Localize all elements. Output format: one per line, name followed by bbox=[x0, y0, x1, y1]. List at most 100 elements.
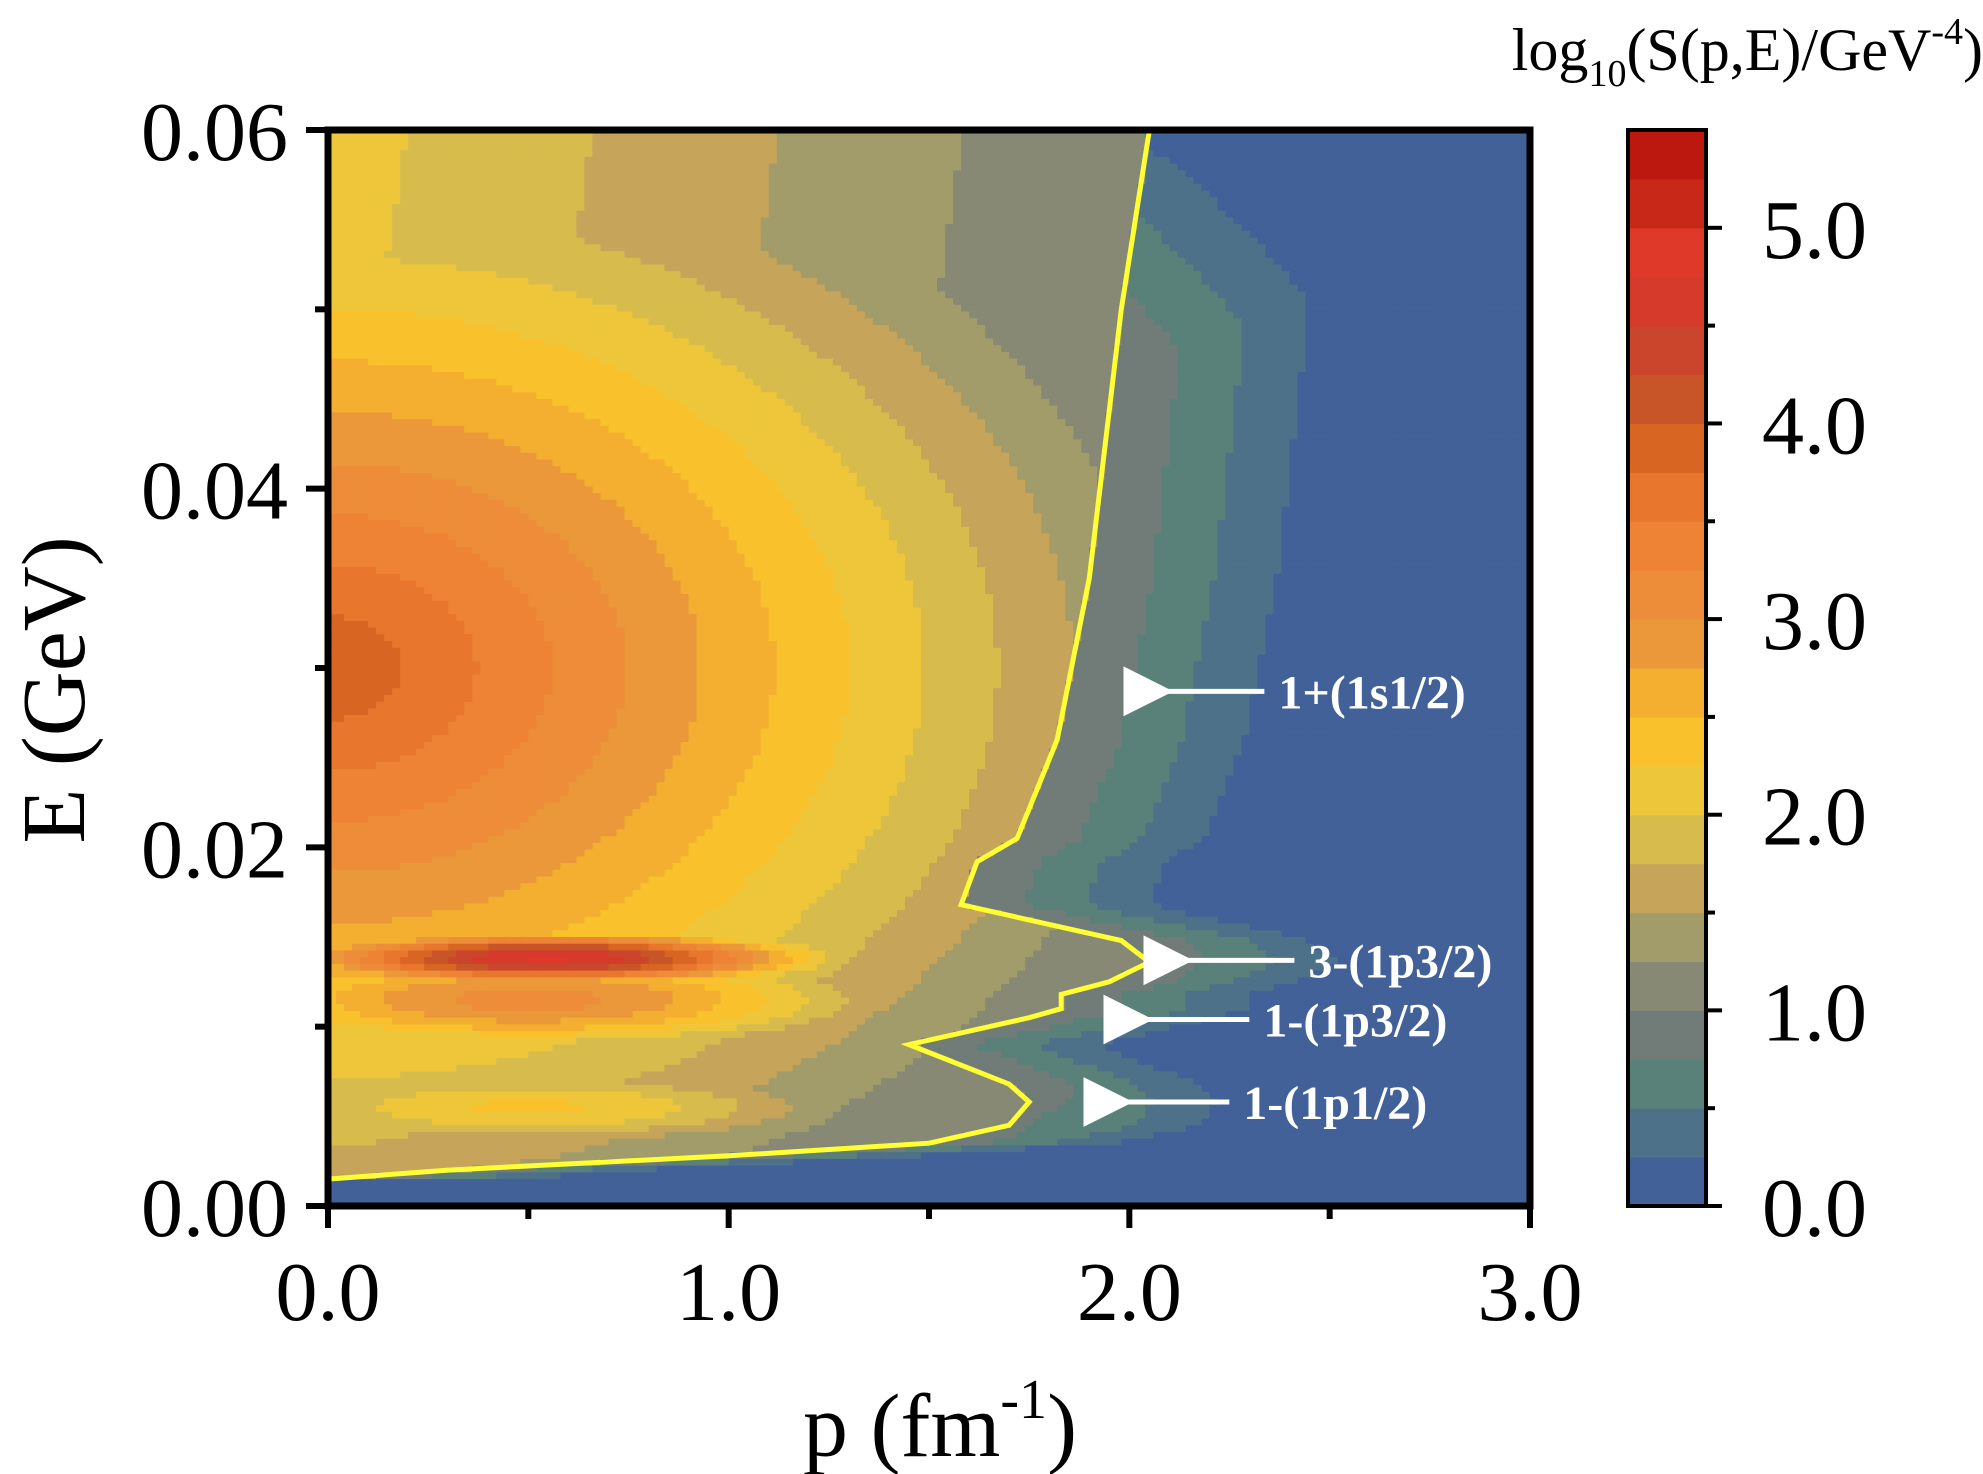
heatmap-cell bbox=[833, 177, 842, 185]
heatmap-cell bbox=[424, 265, 433, 273]
heatmap-cell bbox=[448, 271, 457, 279]
heatmap-cell bbox=[841, 271, 850, 279]
heatmap-cell bbox=[913, 211, 922, 219]
heatmap-cell bbox=[1274, 224, 1283, 232]
heatmap-cell bbox=[528, 345, 537, 353]
heatmap-cell bbox=[1049, 318, 1058, 326]
heatmap-cell bbox=[1217, 305, 1226, 313]
heatmap-cell bbox=[504, 157, 513, 165]
heatmap-cell bbox=[424, 338, 433, 346]
heatmap-cell bbox=[560, 312, 569, 320]
heatmap-cell bbox=[1402, 211, 1411, 219]
heatmap-cell bbox=[1161, 318, 1170, 326]
heatmap-cell bbox=[1057, 332, 1066, 340]
heatmap-cell bbox=[1129, 164, 1138, 172]
heatmap-cell bbox=[1482, 271, 1491, 279]
heatmap-cell bbox=[1506, 164, 1515, 172]
heatmap-cell bbox=[1322, 332, 1331, 340]
heatmap-cell bbox=[1394, 338, 1403, 346]
heatmap-cell bbox=[600, 224, 609, 232]
heatmap-cell bbox=[496, 164, 505, 172]
heatmap-cell bbox=[1025, 197, 1034, 205]
heatmap-cell bbox=[1266, 224, 1275, 232]
heatmap-cell bbox=[1009, 177, 1018, 185]
heatmap-cell bbox=[1217, 211, 1226, 219]
heatmap-cell bbox=[336, 312, 345, 320]
heatmap-cell bbox=[616, 197, 625, 205]
heatmap-cell bbox=[1225, 238, 1234, 246]
heatmap-cell bbox=[376, 352, 385, 360]
heatmap-cell bbox=[705, 244, 714, 252]
heatmap-cell bbox=[1250, 211, 1259, 219]
heatmap-cell bbox=[713, 345, 722, 353]
heatmap-cell bbox=[1434, 224, 1443, 232]
heatmap-cell bbox=[801, 143, 810, 151]
heatmap-cell bbox=[1474, 285, 1483, 293]
heatmap-cell bbox=[681, 312, 690, 320]
heatmap-cell bbox=[1250, 177, 1259, 185]
heatmap-cell bbox=[1306, 332, 1315, 340]
heatmap-cell bbox=[336, 204, 345, 212]
heatmap-cell bbox=[1394, 197, 1403, 205]
heatmap-cell bbox=[969, 177, 978, 185]
heatmap-cell bbox=[793, 217, 802, 225]
heatmap-cell bbox=[633, 338, 642, 346]
heatmap-cell bbox=[809, 177, 818, 185]
heatmap-cell bbox=[657, 204, 666, 212]
heatmap-cell bbox=[1450, 244, 1459, 252]
heatmap-cell bbox=[1161, 184, 1170, 192]
heatmap-cell bbox=[1057, 244, 1066, 252]
heatmap-cell bbox=[560, 265, 569, 273]
heatmap-cell bbox=[424, 197, 433, 205]
heatmap-cell bbox=[1161, 251, 1170, 259]
heatmap-cell bbox=[1306, 164, 1315, 172]
heatmap-cell bbox=[408, 251, 417, 259]
heatmap-cell bbox=[641, 170, 650, 178]
heatmap-cell bbox=[857, 217, 866, 225]
heatmap-cell bbox=[1049, 278, 1058, 286]
heatmap-cell bbox=[1290, 244, 1299, 252]
heatmap-cell bbox=[1121, 170, 1130, 178]
heatmap-cell bbox=[1153, 231, 1162, 239]
heatmap-cell bbox=[673, 177, 682, 185]
heatmap-cell bbox=[1266, 251, 1275, 259]
heatmap-cell bbox=[400, 325, 409, 333]
heatmap-cell bbox=[945, 217, 954, 225]
heatmap-cell bbox=[825, 291, 834, 299]
heatmap-cell bbox=[1258, 231, 1267, 239]
heatmap-cell bbox=[897, 318, 906, 326]
heatmap-cell bbox=[809, 170, 818, 178]
heatmap-cell bbox=[769, 305, 778, 313]
heatmap-cell bbox=[1410, 298, 1419, 306]
heatmap-cell bbox=[849, 191, 858, 199]
heatmap-cell bbox=[745, 191, 754, 199]
heatmap-cell bbox=[1410, 285, 1419, 293]
heatmap-cell bbox=[1314, 238, 1323, 246]
heatmap-cell bbox=[344, 258, 353, 266]
heatmap-cell bbox=[913, 224, 922, 232]
heatmap-cell bbox=[1498, 204, 1507, 212]
heatmap-cell bbox=[1193, 184, 1202, 192]
heatmap-cell bbox=[833, 184, 842, 192]
heatmap-cell bbox=[1009, 345, 1018, 353]
heatmap-cell bbox=[448, 312, 457, 320]
heatmap-cell bbox=[1041, 164, 1050, 172]
heatmap-cell bbox=[536, 312, 545, 320]
heatmap-cell bbox=[1177, 137, 1186, 145]
heatmap-cell bbox=[657, 325, 666, 333]
heatmap-cell bbox=[1346, 238, 1355, 246]
heatmap-cell bbox=[1089, 184, 1098, 192]
heatmap-cell bbox=[881, 177, 890, 185]
heatmap-cell bbox=[1482, 345, 1491, 353]
heatmap-cell bbox=[689, 332, 698, 340]
heatmap-cell bbox=[1145, 224, 1154, 232]
heatmap-cell bbox=[1346, 325, 1355, 333]
heatmap-cell bbox=[1338, 258, 1347, 266]
heatmap-cell bbox=[1001, 184, 1010, 192]
heatmap-cell bbox=[809, 217, 818, 225]
heatmap-cell bbox=[1506, 217, 1515, 225]
heatmap-cell bbox=[937, 258, 946, 266]
heatmap-cell bbox=[1185, 258, 1194, 266]
heatmap-cell bbox=[360, 332, 369, 340]
heatmap-cell bbox=[360, 143, 369, 151]
